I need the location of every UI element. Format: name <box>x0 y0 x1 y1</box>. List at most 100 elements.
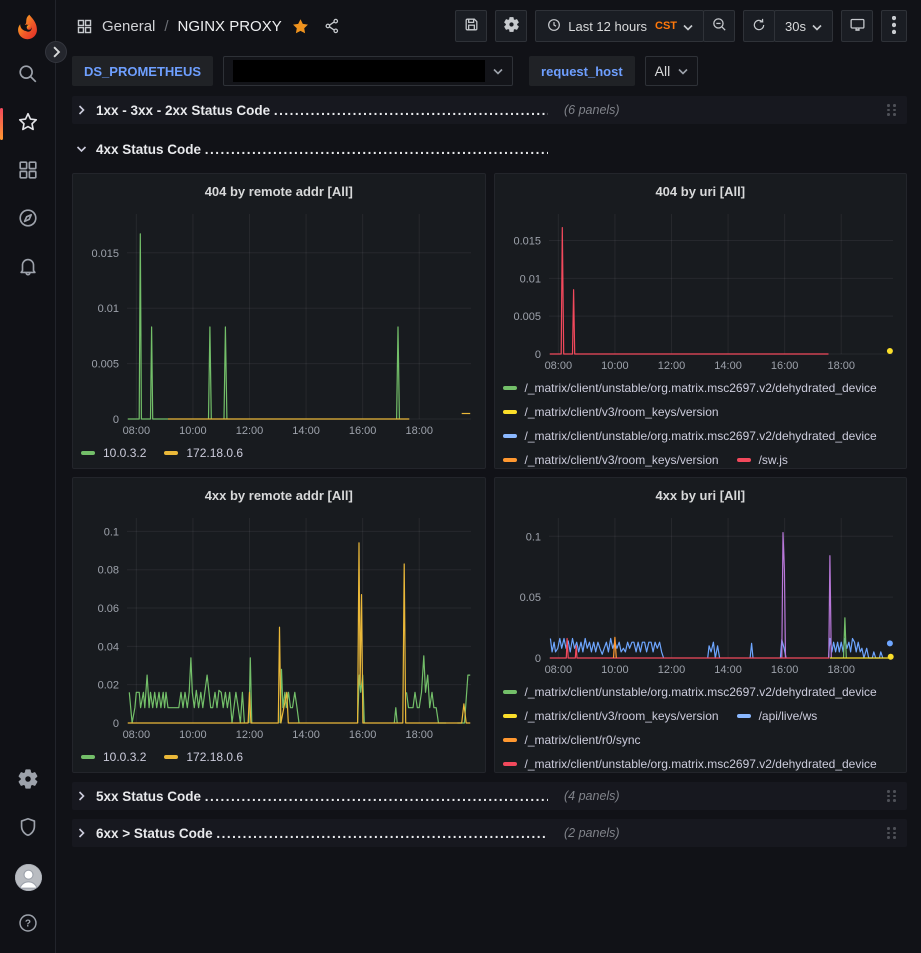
breadcrumb: General / NGINX PROXY <box>76 17 341 36</box>
panel-title[interactable]: 4xx by remote addr [All] <box>81 484 477 508</box>
svg-text:0.1: 0.1 <box>104 526 119 538</box>
legend-item[interactable]: /sw.js <box>737 453 788 467</box>
panel-title[interactable]: 404 by remote addr [All] <box>81 180 477 204</box>
svg-text:12:00: 12:00 <box>236 425 264 437</box>
dashboard-settings-button[interactable] <box>495 10 527 42</box>
legend-item[interactable]: /_matrix/client/unstable/org.matrix.msc2… <box>503 685 877 699</box>
star-filled-icon[interactable] <box>291 17 310 36</box>
dashboard-navbar: General / NGINX PROXY <box>56 0 921 52</box>
sidebar-item-starred[interactable] <box>0 100 56 148</box>
legend-item[interactable]: /_matrix/client/v3/room_keys/version <box>503 453 719 467</box>
dashboards-grid-icon <box>17 159 39 186</box>
legend-item[interactable]: /_matrix/client/r0/sync <box>503 733 641 747</box>
row-drag-handle[interactable] <box>885 102 899 118</box>
sidebar-item-explore[interactable] <box>0 196 56 244</box>
request-host-picker[interactable]: All <box>645 56 699 86</box>
legend-series-label: /_matrix/client/unstable/org.matrix.msc2… <box>525 381 877 395</box>
row-drag-handle[interactable] <box>885 788 899 804</box>
legend-row: 10.0.3.2 172.18.0.6 <box>81 441 477 465</box>
legend-series-swatch <box>737 458 751 462</box>
legend-series-swatch <box>503 690 517 694</box>
sidebar-item-profile[interactable] <box>0 853 56 901</box>
time-range-label: Last 12 hours <box>568 19 647 34</box>
chevron-down-icon <box>493 62 503 80</box>
chevron-right-icon <box>78 791 96 801</box>
apps-grid-icon <box>76 18 93 35</box>
chevron-down-icon <box>683 19 693 34</box>
sidebar: ? <box>0 0 56 953</box>
row-title-dots: ........................................… <box>205 142 548 157</box>
svg-text:12:00: 12:00 <box>657 360 685 372</box>
tv-icon <box>849 16 866 36</box>
breadcrumb-dashboard-title[interactable]: NGINX PROXY <box>178 18 282 35</box>
sidebar-item-help[interactable]: ? <box>0 901 56 949</box>
legend-series-label: /_matrix/client/unstable/org.matrix.msc2… <box>525 757 877 771</box>
legend-item[interactable]: /_matrix/client/v3/room_keys/version <box>503 709 719 723</box>
svg-text:0.06: 0.06 <box>98 603 119 615</box>
chevron-down-icon <box>678 62 688 80</box>
refresh-group: 30s <box>743 10 833 42</box>
legend-series-label: 10.0.3.2 <box>103 750 146 764</box>
time-series-chart[interactable]: 08:0010:0012:0014:0016:0018:0000.020.040… <box>81 508 477 743</box>
legend-item[interactable]: 10.0.3.2 <box>81 750 146 764</box>
row-header-4xx[interactable]: 4xx Status Code ........................… <box>72 135 907 163</box>
legend-item[interactable]: 172.18.0.6 <box>164 446 243 460</box>
time-range-picker[interactable]: Last 12 hours CST <box>535 10 704 42</box>
legend-row: 10.0.3.2 172.18.0.6 <box>81 745 477 769</box>
row-header-1xx-3xx-2xx[interactable]: 1xx - 3xx - 2xx Status Code ............… <box>72 96 907 124</box>
panel-4xx-by-uri: 4xx by uri [All] 08:0010:0012:0014:0016:… <box>494 477 908 773</box>
svg-text:14:00: 14:00 <box>714 360 742 372</box>
legend-item[interactable]: /_matrix/client/unstable/org.matrix.msc2… <box>503 429 877 443</box>
time-controls-group: Last 12 hours CST <box>535 10 735 42</box>
legend-series-label: /_matrix/client/v3/room_keys/version <box>525 709 719 723</box>
svg-text:16:00: 16:00 <box>770 360 798 372</box>
sidebar-expand-button[interactable] <box>45 41 67 63</box>
legend-series-swatch <box>503 434 517 438</box>
svg-text:0.01: 0.01 <box>98 303 119 315</box>
legend-series-label: /api/live/ws <box>759 709 818 723</box>
sidebar-item-dashboards[interactable] <box>0 148 56 196</box>
star-icon <box>17 111 39 138</box>
row-header-6xx[interactable]: 6xx > Status Code ......................… <box>72 819 907 847</box>
panel-title[interactable]: 404 by uri [All] <box>503 180 899 204</box>
legend-row: /_matrix/client/v3/room_keys/version/api… <box>503 704 899 728</box>
svg-text:0: 0 <box>534 653 540 665</box>
legend-item[interactable]: 10.0.3.2 <box>81 446 146 460</box>
refresh-button[interactable] <box>743 10 775 42</box>
compass-icon <box>17 207 39 234</box>
legend-item[interactable]: /api/live/ws <box>737 709 818 723</box>
legend-row: /_matrix/client/unstable/org.matrix.msc2… <box>503 752 899 773</box>
sidebar-item-configuration[interactable] <box>0 757 56 805</box>
kebab-menu-button[interactable] <box>881 10 907 42</box>
datasource-picker[interactable] <box>223 56 513 86</box>
time-series-chart[interactable]: 08:0010:0012:0014:0016:0018:0000.0050.01… <box>503 204 899 374</box>
panel-title[interactable]: 4xx by uri [All] <box>503 484 899 508</box>
svg-text:16:00: 16:00 <box>770 664 798 676</box>
row-header-5xx[interactable]: 5xx Status Code ........................… <box>72 782 907 810</box>
legend-item[interactable]: 172.18.0.6 <box>164 750 243 764</box>
svg-text:10:00: 10:00 <box>601 360 629 372</box>
panels-grid: 404 by remote addr [All] 08:0010:0012:00… <box>72 173 907 773</box>
navbar-actions: Last 12 hours CST 30s <box>455 10 907 42</box>
sidebar-item-alerting[interactable] <box>0 244 56 292</box>
time-series-chart[interactable]: 08:0010:0012:0014:0016:0018:0000.0050.01… <box>81 204 477 439</box>
time-series-chart[interactable]: 08:0010:0012:0014:0016:0018:0000.050.1 <box>503 508 899 678</box>
svg-text:0.015: 0.015 <box>91 248 119 260</box>
request-host-value: All <box>655 63 671 79</box>
row-title: 4xx Status Code <box>96 142 205 157</box>
sidebar-item-server-admin[interactable] <box>0 805 56 853</box>
svg-text:12:00: 12:00 <box>657 664 685 676</box>
cycle-view-mode-button[interactable] <box>841 10 873 42</box>
share-icon[interactable] <box>323 17 341 35</box>
breadcrumb-folder[interactable]: General <box>102 18 155 35</box>
legend-item[interactable]: /_matrix/client/v3/room_keys/version <box>503 405 719 419</box>
legend-item[interactable]: /_matrix/client/unstable/org.matrix.msc2… <box>503 757 877 771</box>
row-drag-handle[interactable] <box>885 825 899 841</box>
gear-icon <box>17 768 39 795</box>
save-dashboard-button[interactable] <box>455 10 487 42</box>
row-panel-count: (6 panels) <box>564 103 620 117</box>
legend-series-swatch <box>81 755 95 759</box>
legend-item[interactable]: /_matrix/client/unstable/org.matrix.msc2… <box>503 381 877 395</box>
refresh-interval-picker[interactable]: 30s <box>774 10 833 42</box>
zoom-out-time-button[interactable] <box>703 10 735 42</box>
